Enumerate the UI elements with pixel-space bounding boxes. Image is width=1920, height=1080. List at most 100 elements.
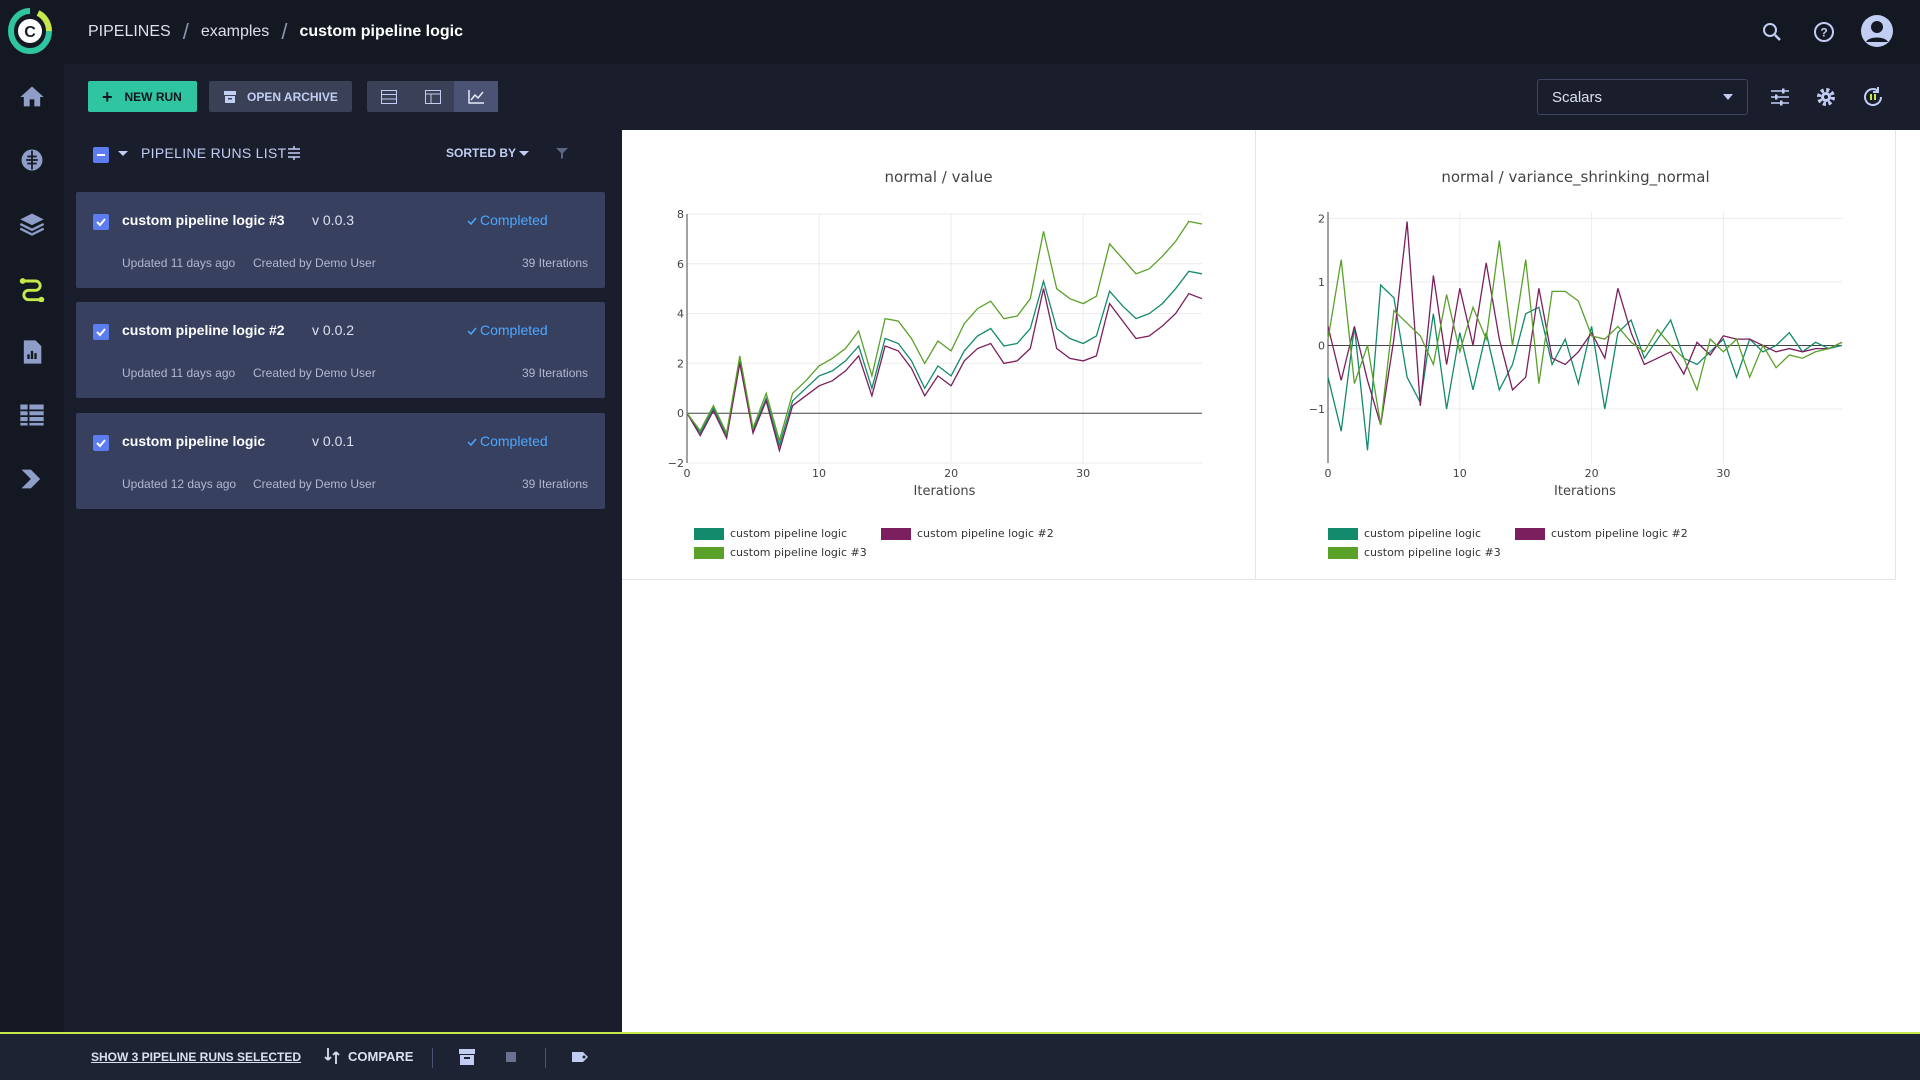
user-avatar-icon[interactable] xyxy=(1860,14,1894,48)
reports-icon[interactable] xyxy=(18,338,46,366)
divider xyxy=(432,1048,433,1068)
legend-label: custom pipeline logic #2 xyxy=(917,527,1054,540)
y-tick-label: −2 xyxy=(668,457,684,470)
chart-panel-value: normal / value 0 10 20 30 −2 0 2 4 6 8 Iterations … xyxy=(622,130,1256,580)
legend-item[interactable]: custom pipeline logic #3 xyxy=(1328,546,1501,559)
columns-settings-icon[interactable] xyxy=(287,145,301,161)
run-checkbox[interactable] xyxy=(93,324,109,340)
chevron-down-icon xyxy=(1723,94,1733,100)
left-nav: C xyxy=(0,0,64,1080)
details-view-button[interactable] xyxy=(411,81,455,112)
breadcrumb-pipelines[interactable]: PIPELINES xyxy=(88,23,171,40)
stop-icon[interactable] xyxy=(501,1047,521,1067)
legend-label: custom pipeline logic #3 xyxy=(730,546,867,559)
compare-icon xyxy=(324,1048,340,1064)
legend-item[interactable]: custom pipeline logic xyxy=(694,527,847,540)
tag-icon[interactable] xyxy=(570,1047,590,1067)
chart-panel-variance: normal / variance_shrinking_normal 0 10 20… xyxy=(1256,130,1896,580)
breadcrumb-project[interactable]: examples xyxy=(200,23,270,40)
select-menu-chevron-icon[interactable] xyxy=(118,151,128,156)
gear-icon[interactable] xyxy=(1814,85,1838,109)
chart-title: normal / variance_shrinking_normal xyxy=(1441,168,1710,186)
series-line[interactable] xyxy=(1327,221,1843,426)
sorted-by-button[interactable]: SORTED BY xyxy=(446,146,517,160)
legend-label: custom pipeline logic #2 xyxy=(1551,527,1688,540)
y-tick-label: 4 xyxy=(677,308,684,321)
legend-swatch xyxy=(694,546,724,559)
check-icon xyxy=(96,218,106,227)
pipeline-runs-panel: PIPELINE RUNS LIST SORTED BY custom pipe… xyxy=(64,130,622,1032)
completed-check-icon xyxy=(467,217,477,226)
series-line[interactable] xyxy=(686,270,1203,448)
svg-text:?: ? xyxy=(1820,26,1827,40)
run-card[interactable]: custom pipeline logic #3 v 0.0.3 Complet… xyxy=(76,192,605,288)
orchestration-icon[interactable] xyxy=(18,465,46,493)
legend-item[interactable]: custom pipeline logic #2 xyxy=(881,527,1054,540)
brain-icon[interactable] xyxy=(18,146,46,174)
tune-icon[interactable] xyxy=(1768,85,1792,109)
run-card[interactable]: custom pipeline logic v 0.0.1 Completed … xyxy=(76,413,605,509)
chart-title: normal / value xyxy=(884,168,993,186)
series-line[interactable] xyxy=(686,220,1203,444)
line-chart-variance[interactable]: 0 10 20 30 −1 0 1 2 Iterations xyxy=(1256,130,1896,520)
sort-chevron-down-icon[interactable] xyxy=(519,151,529,156)
open-archive-button[interactable]: OPEN ARCHIVE xyxy=(209,81,352,112)
new-run-button[interactable]: + NEW RUN xyxy=(88,81,197,112)
open-archive-label: OPEN ARCHIVE xyxy=(247,89,338,104)
check-icon xyxy=(96,328,106,337)
compare-button[interactable]: COMPARE xyxy=(322,1046,413,1066)
series-line[interactable] xyxy=(686,288,1203,454)
legend-item[interactable]: custom pipeline logic #3 xyxy=(694,546,867,559)
completed-check-icon xyxy=(467,327,477,336)
run-checkbox[interactable] xyxy=(93,214,109,230)
chart-view-button[interactable] xyxy=(454,81,499,112)
run-checkbox[interactable] xyxy=(93,435,109,451)
datasets-icon[interactable] xyxy=(18,401,46,429)
y-tick-label: 0 xyxy=(677,407,684,420)
legend-label: custom pipeline logic xyxy=(730,527,848,540)
legend-swatch xyxy=(1328,546,1358,559)
help-icon[interactable]: ? xyxy=(1812,20,1836,44)
plus-icon: + xyxy=(102,86,113,107)
run-version: v 0.0.1 xyxy=(312,433,355,449)
filter-icon[interactable] xyxy=(556,147,568,159)
metric-type-select[interactable]: Scalars xyxy=(1537,79,1748,115)
toolbar: + NEW RUN OPEN ARCHIVE Scalars xyxy=(64,64,1920,130)
chart-view-icon xyxy=(468,89,485,104)
x-tick-label: 0 xyxy=(684,467,691,480)
legend-item[interactable]: custom pipeline logic #2 xyxy=(1515,527,1688,540)
run-created-by: Created by Demo User xyxy=(253,256,376,270)
show-selected-link[interactable]: SHOW 3 PIPELINE RUNS SELECTED xyxy=(91,1050,302,1064)
layers-icon[interactable] xyxy=(18,210,46,238)
x-axis-label: Iterations xyxy=(914,484,976,499)
x-tick-label: 20 xyxy=(944,467,958,480)
run-created-by: Created by Demo User xyxy=(253,366,376,380)
top-bar: PIPELINES / examples / custom pipeline l… xyxy=(64,0,1920,64)
run-card[interactable]: custom pipeline logic #2 v 0.0.2 Complet… xyxy=(76,302,605,398)
x-tick-label: 20 xyxy=(1585,467,1599,480)
completed-check-icon xyxy=(467,438,477,447)
runs-list-title: PIPELINE RUNS LIST xyxy=(141,145,287,161)
series-line[interactable] xyxy=(1327,240,1843,426)
run-iterations: 39 Iterations xyxy=(522,256,589,270)
home-icon[interactable] xyxy=(18,83,46,111)
run-created-by: Created by Demo User xyxy=(253,477,376,491)
legend-item[interactable]: custom pipeline logic xyxy=(1328,527,1481,540)
breadcrumb-current: custom pipeline logic xyxy=(299,23,464,40)
run-status: Completed xyxy=(480,212,548,228)
archive-icon[interactable] xyxy=(457,1047,477,1067)
details-view-icon xyxy=(424,89,441,104)
pipelines-icon[interactable] xyxy=(18,274,46,302)
clearml-logo-icon[interactable]: C xyxy=(8,8,52,54)
select-all-checkbox[interactable] xyxy=(93,147,109,163)
y-tick-label: 2 xyxy=(1318,212,1325,225)
auto-refresh-icon[interactable] xyxy=(1861,85,1885,109)
table-view-button[interactable] xyxy=(367,81,411,112)
runs-list-header: PIPELINE RUNS LIST SORTED BY xyxy=(64,130,622,180)
search-icon[interactable] xyxy=(1760,20,1784,44)
run-version: v 0.0.2 xyxy=(312,322,355,338)
check-icon xyxy=(96,439,106,448)
series-line[interactable] xyxy=(1327,283,1843,451)
x-tick-label: 30 xyxy=(1076,467,1090,480)
